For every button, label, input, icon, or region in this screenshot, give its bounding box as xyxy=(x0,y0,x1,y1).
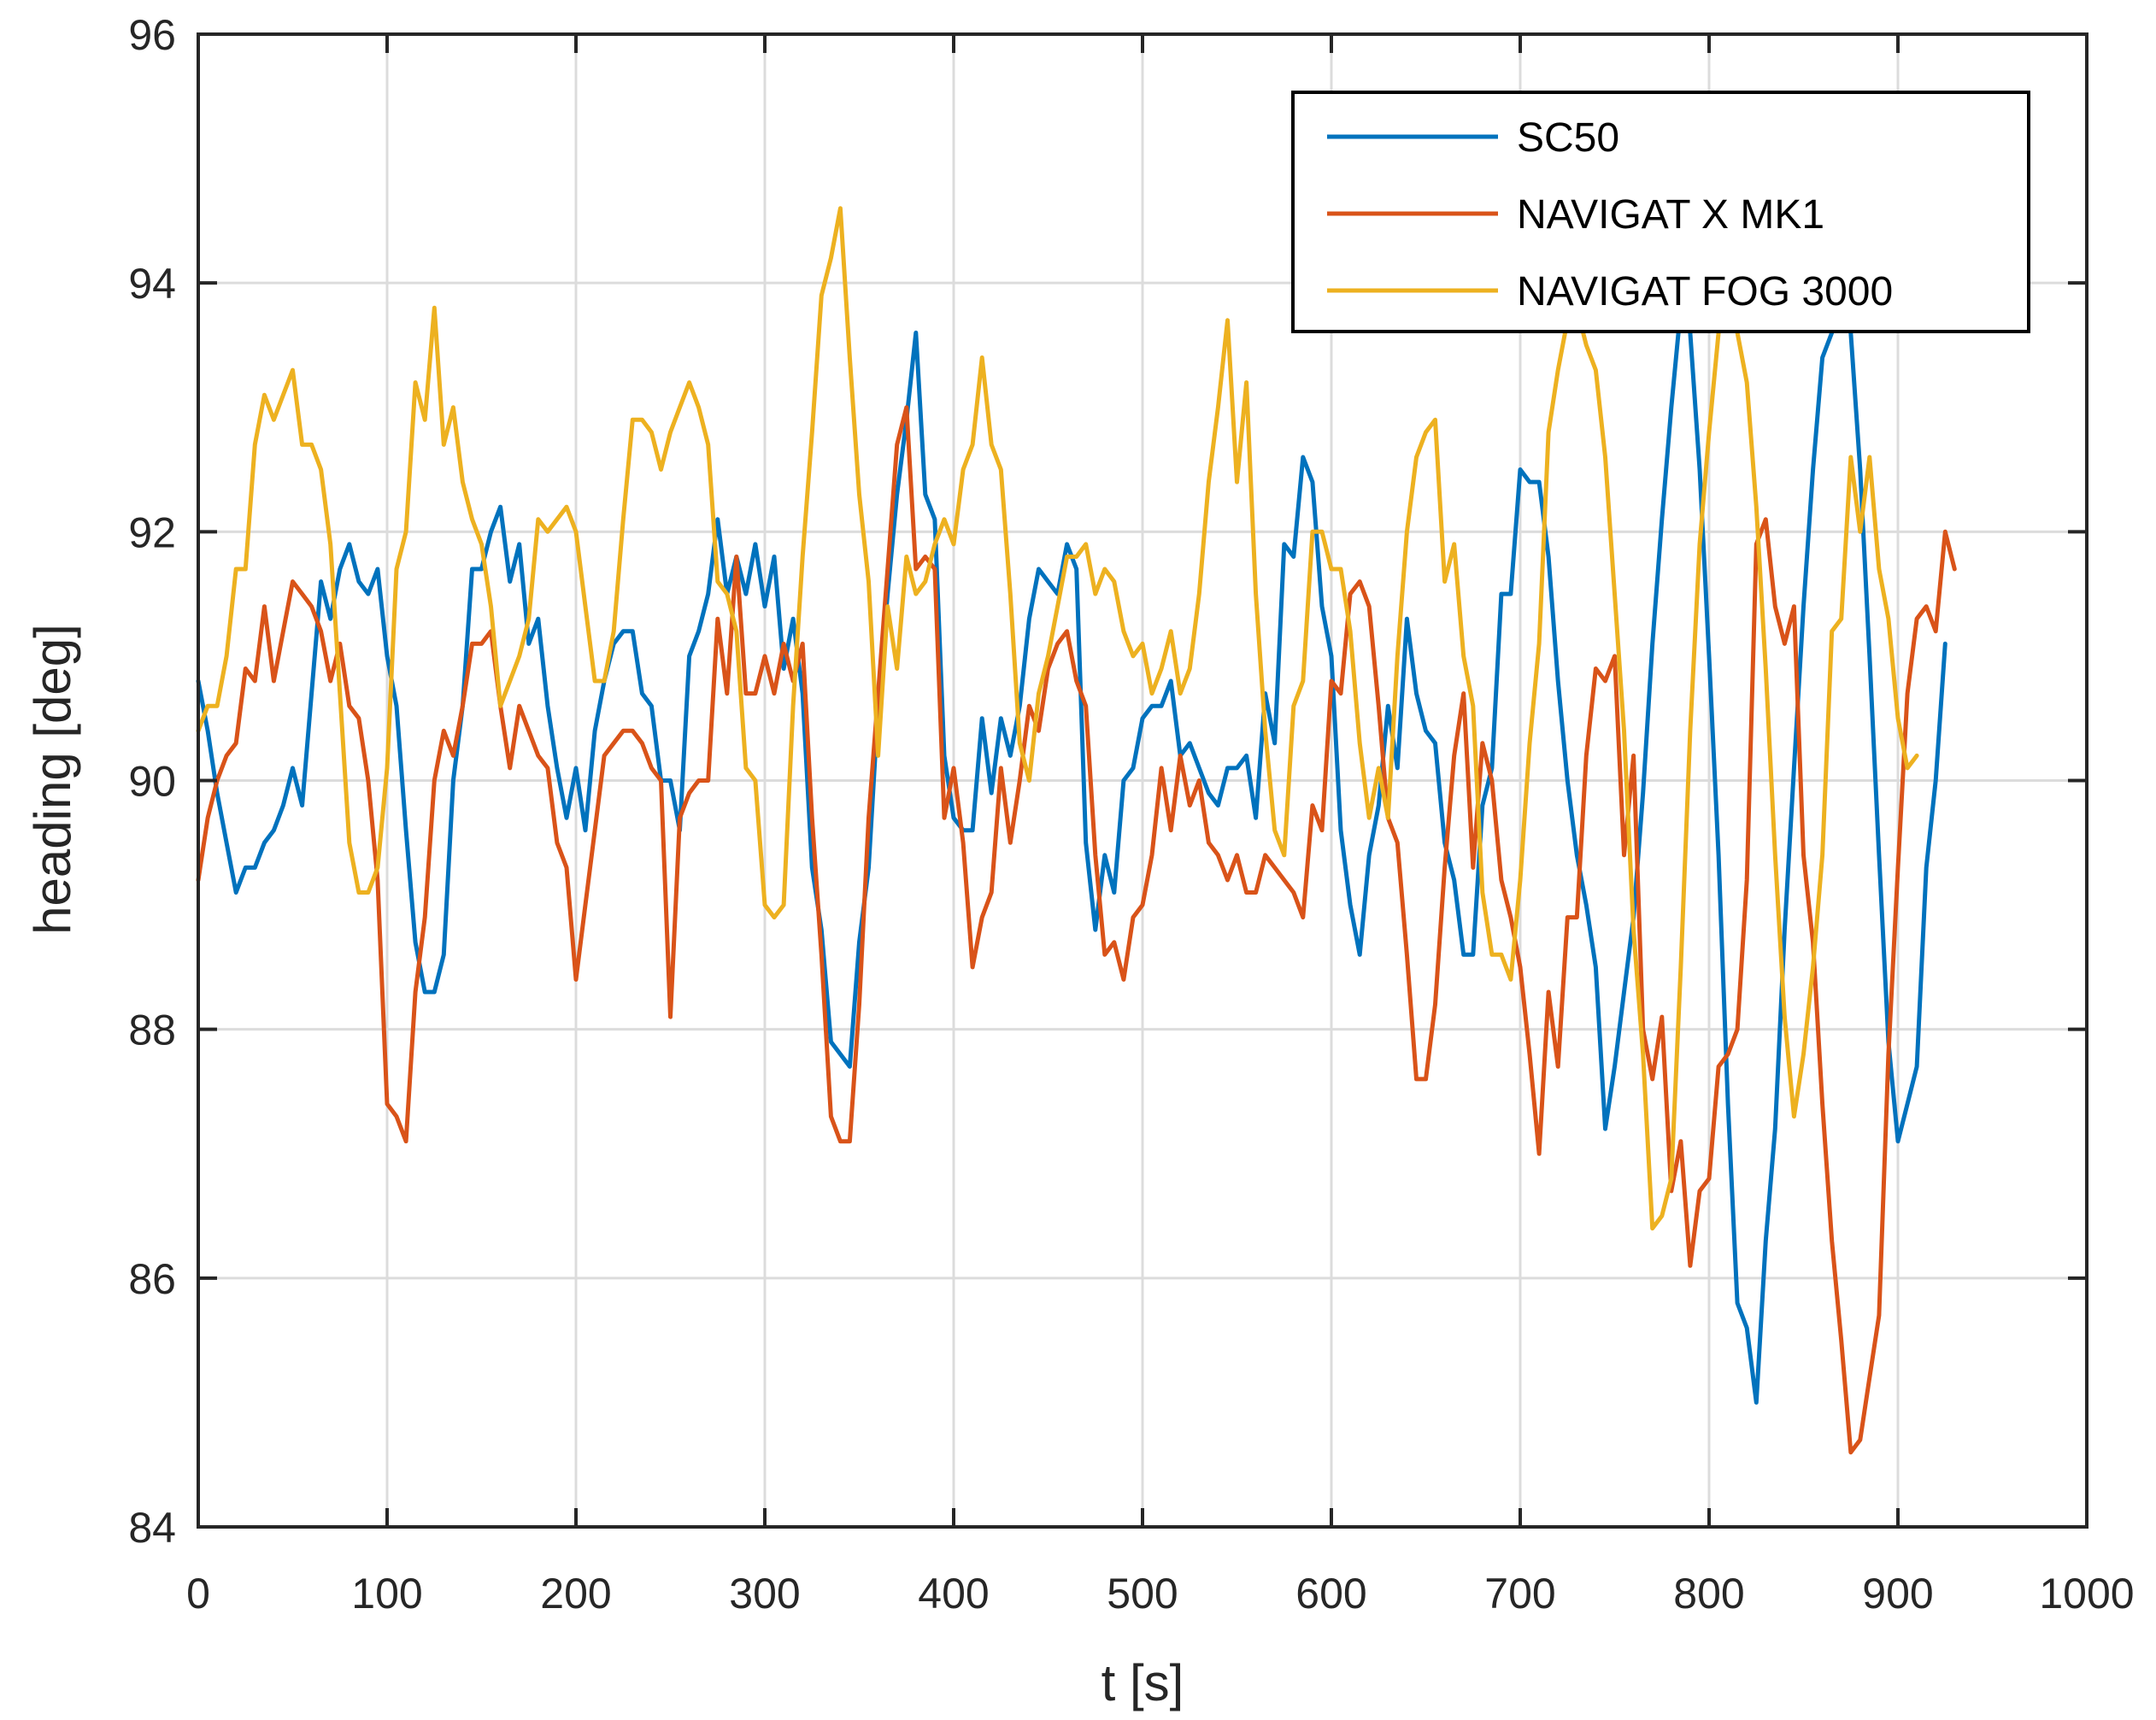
x-tick-label: 500 xyxy=(1107,1570,1178,1617)
x-tick-label: 300 xyxy=(729,1570,800,1617)
x-tick-label: 800 xyxy=(1673,1570,1744,1617)
x-tick-label: 600 xyxy=(1295,1570,1366,1617)
series-line-navigat-x-mk1 xyxy=(196,405,1957,1455)
x-tick-label: 400 xyxy=(918,1570,989,1617)
legend-label-sc50: SC50 xyxy=(1517,115,1619,161)
x-tick-label: 1000 xyxy=(2039,1570,2134,1617)
series-line-navigat-fog-3000 xyxy=(196,206,1919,1231)
x-tick-label: 200 xyxy=(540,1570,611,1617)
legend-label-navigat-x-mk1: NAVIGAT X MK1 xyxy=(1517,192,1824,238)
x-tick-label: 900 xyxy=(1862,1570,1933,1617)
y-tick-label: 92 xyxy=(128,508,176,556)
series-group xyxy=(196,206,1957,1455)
y-tick-label: 84 xyxy=(128,1504,176,1552)
x-tick-label: 100 xyxy=(351,1570,422,1617)
x-tick-labels: 0 100 200 300 400 500 600 700 800 900 1000 xyxy=(186,1570,2135,1617)
x-tick-label: 700 xyxy=(1484,1570,1555,1617)
y-tick-label: 96 xyxy=(128,11,176,59)
legend-label-navigat-fog-3000: NAVIGAT FOG 3000 xyxy=(1517,269,1893,314)
y-tick-labels: 84 86 88 90 92 94 96 xyxy=(128,11,176,1552)
legend: SC50 NAVIGAT X MK1 NAVIGAT FOG 3000 xyxy=(1291,91,2030,333)
tick-marks xyxy=(197,32,2088,1529)
y-tick-label: 94 xyxy=(128,260,176,308)
y-tick-label: 90 xyxy=(128,758,176,806)
y-tick-label: 88 xyxy=(128,1007,176,1054)
x-axis-label: t [s] xyxy=(1101,1654,1184,1711)
x-tick-label: 0 xyxy=(186,1570,210,1617)
y-axis-label: heading [deg] xyxy=(24,624,81,935)
y-tick-label: 86 xyxy=(128,1255,176,1303)
